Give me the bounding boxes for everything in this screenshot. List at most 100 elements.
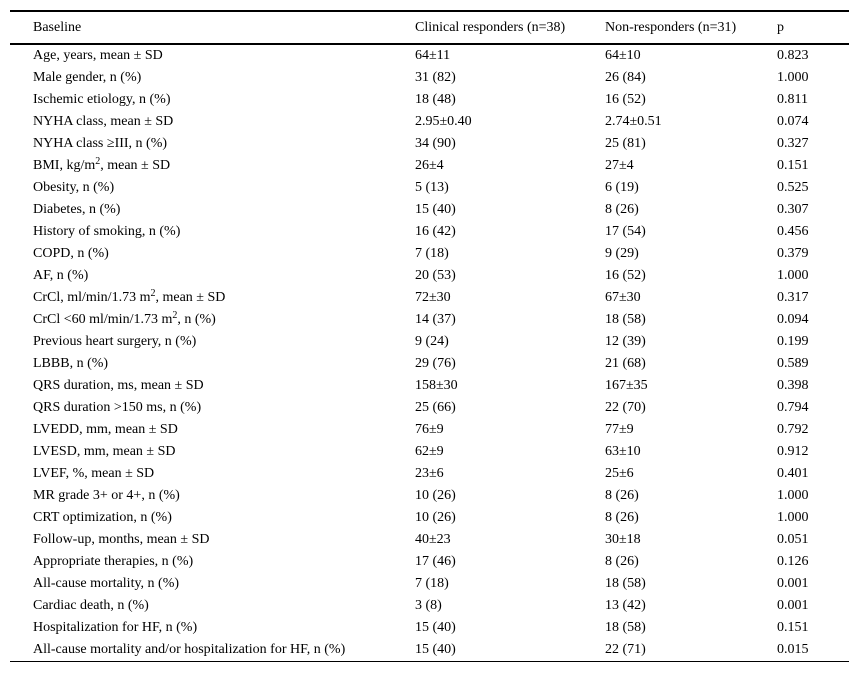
p-value-cell: 1.000	[777, 510, 809, 525]
row-label-cell: Cardiac death, n (%)	[33, 598, 149, 613]
table-row: Previous heart surgery, n (%) 9 (24) 12 (3…	[10, 331, 849, 353]
p-value-cell: 0.589	[777, 356, 809, 371]
column-header-nonresponders: Non-responders (n=31)	[605, 19, 737, 35]
nonresponders-value-cell: 17 (54)	[605, 224, 646, 239]
p-value-cell: 0.074	[777, 114, 809, 129]
column-header-responders: Clinical responders (n=38)	[415, 19, 566, 35]
responders-value-cell: 62±9	[415, 444, 444, 459]
row-label-cell: CrCl, ml/min/1.73 m2, mean ± SD	[33, 288, 226, 306]
p-value-cell: 0.199	[777, 334, 809, 349]
nonresponders-value-cell: 26 (84)	[605, 70, 646, 85]
p-value-cell: 0.327	[777, 136, 809, 151]
responders-value-cell: 7 (18)	[415, 246, 449, 261]
table-row: QRS duration >150 ms, n (%) 25 (66) 22 (70…	[10, 397, 849, 419]
nonresponders-value-cell: 9 (29)	[605, 246, 639, 261]
row-label-cell: CRT optimization, n (%)	[33, 510, 172, 525]
p-value-cell: 0.126	[777, 554, 809, 569]
nonresponders-value-cell: 16 (52)	[605, 268, 646, 283]
responders-value-cell: 10 (26)	[415, 510, 456, 525]
p-value-cell: 1.000	[777, 70, 809, 85]
table-row: CrCl <60 ml/min/1.73 m2, n (%) 14 (37) 18 …	[10, 309, 849, 331]
p-value-cell: 0.317	[777, 290, 809, 305]
table-body: Age, years, mean ± SD 64±11 64±10 0.823 Male…	[10, 44, 849, 662]
p-value-cell: 0.151	[777, 620, 809, 635]
nonresponders-value-cell: 63±10	[605, 444, 641, 459]
p-value-cell: 0.379	[777, 246, 809, 261]
table-row: All-cause mortality and/or hospitalizati…	[10, 639, 849, 662]
table-row: Appropriate therapies, n (%) 17 (46) 8 (26…	[10, 551, 849, 573]
p-value-cell: 0.823	[777, 48, 809, 63]
table-row: NYHA class ≥III, n (%) 34 (90) 25 (81) 0.32…	[10, 133, 849, 155]
p-value-cell: 0.398	[777, 378, 809, 393]
superscript-2: 2	[95, 156, 101, 167]
p-value-cell: 0.811	[777, 92, 808, 107]
table-row: Hospitalization for HF, n (%) 15 (40) 18 (…	[10, 617, 849, 639]
p-value-cell: 0.094	[777, 312, 809, 327]
column-header-baseline: Baseline	[33, 19, 82, 35]
responders-value-cell: 10 (26)	[415, 488, 456, 503]
responders-value-cell: 2.95±0.40	[415, 114, 472, 129]
p-value-cell: 0.912	[777, 444, 809, 459]
nonresponders-value-cell: 16 (52)	[605, 92, 646, 107]
responders-value-cell: 16 (42)	[415, 224, 456, 239]
table-row: LVESD, mm, mean ± SD 62±9 63±10 0.912	[10, 441, 849, 463]
p-value-cell: 0.456	[777, 224, 809, 239]
nonresponders-value-cell: 67±30	[605, 290, 641, 305]
responders-value-cell: 15 (40)	[415, 620, 456, 635]
row-label-cell: Male gender, n (%)	[33, 70, 142, 85]
row-label-cell: Ischemic etiology, n (%)	[33, 92, 171, 107]
row-label-cell: Age, years, mean ± SD	[33, 48, 163, 63]
row-label-cell: NYHA class ≥III, n (%)	[33, 136, 168, 151]
table-row: Obesity, n (%) 5 (13) 6 (19) 0.525	[10, 177, 849, 199]
table-row: Male gender, n (%) 31 (82) 26 (84) 1.000	[10, 67, 849, 89]
nonresponders-value-cell: 8 (26)	[605, 488, 639, 503]
nonresponders-value-cell: 18 (58)	[605, 312, 646, 327]
responders-value-cell: 76±9	[415, 422, 444, 437]
table-header: Baseline Clinical responders (n=38) Non-…	[10, 11, 849, 44]
p-value-cell: 0.792	[777, 422, 809, 437]
responders-value-cell: 34 (90)	[415, 136, 456, 151]
nonresponders-value-cell: 8 (26)	[605, 510, 639, 525]
responders-value-cell: 5 (13)	[415, 180, 449, 195]
responders-value-cell: 64±11	[415, 48, 451, 63]
row-label-cell: Previous heart surgery, n (%)	[33, 334, 197, 349]
row-label-cell: LVESD, mm, mean ± SD	[33, 444, 176, 459]
table-row: NYHA class, mean ± SD 2.95±0.40 2.74±0.51 0…	[10, 111, 849, 133]
table-row: LVEF, %, mean ± SD 23±6 25±6 0.401	[10, 463, 849, 485]
table-row: Ischemic etiology, n (%) 18 (48) 16 (52) 0.…	[10, 89, 849, 111]
row-label-cell: All-cause mortality, n (%)	[33, 576, 180, 591]
responders-value-cell: 40±23	[415, 532, 451, 547]
table-row: Diabetes, n (%) 15 (40) 8 (26) 0.307	[10, 199, 849, 221]
responders-value-cell: 17 (46)	[415, 554, 456, 569]
responders-value-cell: 31 (82)	[415, 70, 456, 85]
responders-value-cell: 15 (40)	[415, 642, 456, 657]
responders-value-cell: 25 (66)	[415, 400, 456, 415]
table-header-row: Baseline Clinical responders (n=38) Non-…	[10, 11, 849, 44]
row-label-cell: BMI, kg/m2, mean ± SD	[33, 156, 171, 174]
responders-value-cell: 23±6	[415, 466, 444, 481]
p-value-cell: 0.051	[777, 532, 809, 547]
row-label-cell: LVEF, %, mean ± SD	[33, 466, 155, 481]
p-value-cell: 1.000	[777, 268, 809, 283]
nonresponders-value-cell: 167±35	[605, 378, 648, 393]
table-row: Cardiac death, n (%) 3 (8) 13 (42) 0.001	[10, 595, 849, 617]
nonresponders-value-cell: 27±4	[605, 158, 634, 173]
table-row: QRS duration, ms, mean ± SD 158±30 167±35 0…	[10, 375, 849, 397]
p-value-cell: 0.401	[777, 466, 809, 481]
table-row: History of smoking, n (%) 16 (42) 17 (54) 0…	[10, 221, 849, 243]
responders-value-cell: 26±4	[415, 158, 444, 173]
baseline-characteristics-table: Baseline Clinical responders (n=38) Non-…	[10, 10, 849, 662]
row-label-cell: CrCl <60 ml/min/1.73 m2, n (%)	[33, 310, 216, 328]
row-label-cell: Obesity, n (%)	[33, 180, 115, 195]
p-value-cell: 0.015	[777, 642, 809, 657]
table-row: AF, n (%) 20 (53) 16 (52) 1.000	[10, 265, 849, 287]
row-label-cell: MR grade 3+ or 4+, n (%)	[33, 488, 180, 503]
row-label-cell: All-cause mortality and/or hospitalizati…	[33, 642, 346, 657]
column-header-p-value: p	[777, 19, 784, 35]
table-row: CrCl, ml/min/1.73 m2, mean ± SD 72±30 67±3…	[10, 287, 849, 309]
responders-value-cell: 14 (37)	[415, 312, 456, 327]
table-row: Follow-up, months, mean ± SD 40±23 30±18 0.…	[10, 529, 849, 551]
row-label-cell: LVEDD, mm, mean ± SD	[33, 422, 178, 437]
table-row: CRT optimization, n (%) 10 (26) 8 (26) 1.00…	[10, 507, 849, 529]
